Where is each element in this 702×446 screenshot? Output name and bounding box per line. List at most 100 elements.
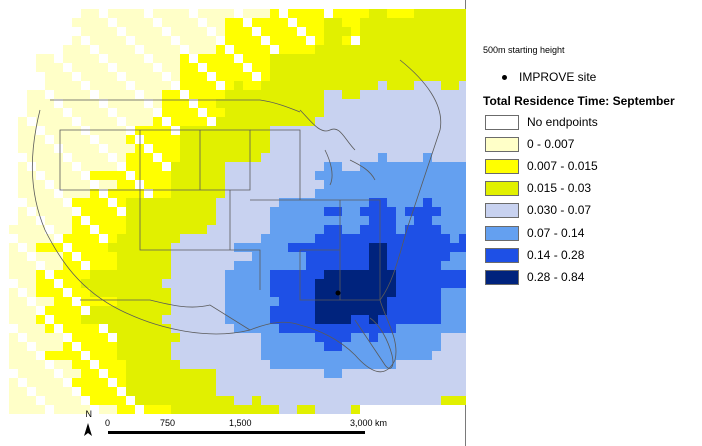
grid-cell: [342, 207, 351, 216]
grid-cell: [369, 279, 378, 288]
grid-cell: [360, 54, 369, 63]
grid-cell: [234, 108, 243, 117]
grid-cell: [99, 405, 108, 414]
grid-cell: [441, 225, 450, 234]
grid-cell: [405, 387, 414, 396]
grid-cell: [54, 297, 63, 306]
grid-cell: [315, 225, 324, 234]
grid-cell: [63, 405, 72, 414]
grid-cell: [243, 153, 252, 162]
grid-cell: [153, 369, 162, 378]
grid-cell: [324, 18, 333, 27]
grid-cell: [243, 378, 252, 387]
grid-cell: [144, 234, 153, 243]
grid-cell: [63, 99, 72, 108]
grid-cell: [423, 90, 432, 99]
improve-site-marker[interactable]: [335, 290, 341, 296]
grid-cell: [279, 270, 288, 279]
grid-cell: [414, 117, 423, 126]
legend-swatch: [485, 159, 519, 174]
residence-time-map[interactable]: N 0 750 1,500 3,000 km: [0, 0, 466, 446]
grid-cell: [45, 189, 54, 198]
grid-cell: [117, 378, 126, 387]
grid-cell: [414, 81, 423, 90]
grid-cell: [315, 54, 324, 63]
grid-cell: [459, 54, 466, 63]
grid-cell: [351, 207, 360, 216]
grid-cell: [396, 351, 405, 360]
grid-cell: [126, 135, 135, 144]
grid-cell: [18, 144, 27, 153]
legend-swatch: [485, 226, 519, 241]
grid-cell: [423, 171, 432, 180]
grid-cell: [378, 360, 387, 369]
grid-cell: [288, 90, 297, 99]
grid-cell: [171, 405, 180, 414]
grid-cell: [198, 198, 207, 207]
grid-cell: [162, 9, 171, 18]
grid-cell: [351, 333, 360, 342]
grid-cell: [387, 387, 396, 396]
grid-cell: [261, 396, 270, 405]
grid-cell: [432, 9, 441, 18]
grid-cell: [324, 117, 333, 126]
grid-cell: [414, 135, 423, 144]
grid-cell: [378, 108, 387, 117]
grid-cell: [171, 387, 180, 396]
grid-cell: [351, 297, 360, 306]
grid-cell: [108, 135, 117, 144]
grid-cell: [198, 378, 207, 387]
grid-cell: [387, 396, 396, 405]
grid-cell: [333, 45, 342, 54]
grid-cell: [405, 369, 414, 378]
grid-cell: [342, 369, 351, 378]
grid-cell: [252, 360, 261, 369]
grid-cell: [414, 360, 423, 369]
grid-cell: [162, 315, 171, 324]
grid-cell: [144, 36, 153, 45]
grid-cell: [450, 180, 459, 189]
grid-cell: [441, 270, 450, 279]
grid-cell: [225, 63, 234, 72]
grid-cell: [405, 153, 414, 162]
grid-cell: [279, 225, 288, 234]
grid-cell: [117, 315, 126, 324]
grid-cell: [396, 324, 405, 333]
grid-cell: [243, 360, 252, 369]
improve-site-dot[interactable]: [335, 290, 341, 296]
grid-cell: [261, 288, 270, 297]
grid-cell: [225, 216, 234, 225]
grid-cell: [72, 315, 81, 324]
grid-cell: [153, 72, 162, 81]
grid-cell: [180, 351, 189, 360]
grid-cell: [54, 207, 63, 216]
grid-cell: [369, 234, 378, 243]
legend-panel: 500m starting height IMPROVE site Total …: [467, 0, 702, 446]
grid-cell: [99, 315, 108, 324]
grid-cell: [234, 261, 243, 270]
grid-cell: [153, 378, 162, 387]
grid-cell: [378, 99, 387, 108]
grid-cell: [315, 189, 324, 198]
grid-cell: [387, 261, 396, 270]
grid-cell: [414, 324, 423, 333]
grid-cell: [27, 288, 36, 297]
grid-cell: [81, 18, 90, 27]
grid-cell: [180, 63, 189, 72]
grid-cell: [162, 180, 171, 189]
grid-cell: [126, 324, 135, 333]
grid-cell: [450, 270, 459, 279]
grid-cell: [189, 216, 198, 225]
grid-cell: [279, 378, 288, 387]
grid-cell: [333, 189, 342, 198]
grid-cell: [243, 108, 252, 117]
grid-cell: [378, 36, 387, 45]
grid-cell: [198, 135, 207, 144]
grid-cell: [54, 171, 63, 180]
grid-cell: [405, 54, 414, 63]
grid-cell: [324, 225, 333, 234]
grid-cell: [396, 306, 405, 315]
map-panel[interactable]: N 0 750 1,500 3,000 km: [0, 0, 466, 446]
grid-cell: [369, 261, 378, 270]
grid-cell: [450, 225, 459, 234]
